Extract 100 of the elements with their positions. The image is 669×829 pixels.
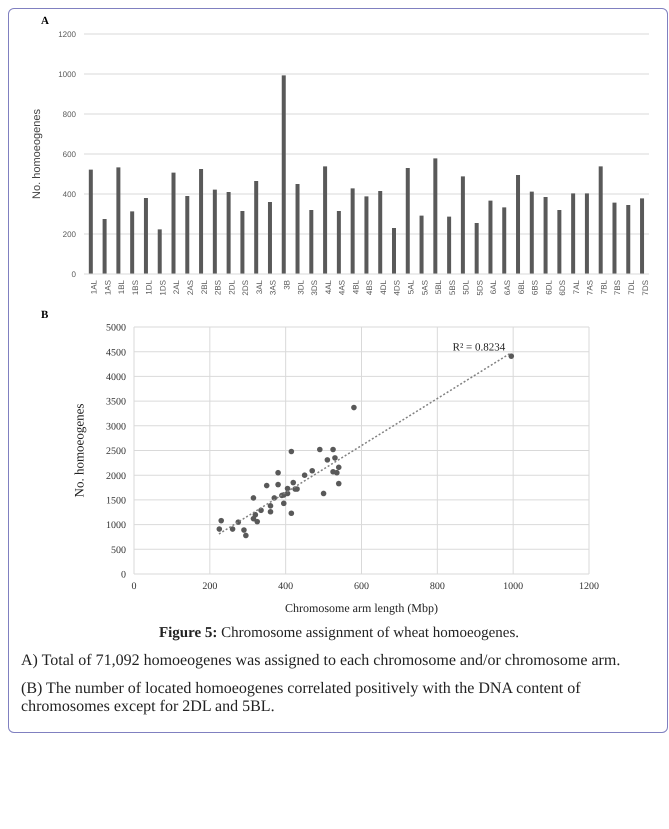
point xyxy=(290,480,296,486)
bar xyxy=(102,219,107,274)
text: B xyxy=(41,309,50,321)
bar xyxy=(447,216,452,274)
point xyxy=(320,490,326,496)
y-tick-label: 2500 xyxy=(106,446,126,458)
x-tick-label: 5DL xyxy=(462,279,471,295)
y-tick-label: 200 xyxy=(62,230,77,239)
bar xyxy=(474,223,479,274)
point xyxy=(241,527,247,533)
y-tick-label: 800 xyxy=(62,110,77,119)
x-tick-label: 6DS xyxy=(558,280,568,296)
bar xyxy=(130,211,134,274)
point xyxy=(288,448,294,454)
y-axis-title: No. homoeogenes xyxy=(72,404,87,498)
x-tick-label: 3DL xyxy=(296,279,306,295)
point xyxy=(218,518,224,524)
y-tick-label: 0 xyxy=(121,570,126,581)
x-tick-label: 400 xyxy=(278,581,294,592)
bar xyxy=(392,228,396,274)
x-tick-label: 600 xyxy=(354,581,369,592)
bar xyxy=(516,175,520,274)
x-tick-label: 1AL xyxy=(90,279,99,294)
x-tick-label: 5DS xyxy=(475,280,484,296)
x-tick-label: 7DL xyxy=(627,279,636,295)
x-tick-label: 1DS xyxy=(158,280,168,296)
x-tick-label: 1BS xyxy=(130,280,140,296)
bar xyxy=(502,207,506,274)
point xyxy=(275,470,281,476)
bar xyxy=(226,192,231,274)
bar xyxy=(584,193,589,274)
x-tick-label: 2BL xyxy=(200,279,209,294)
point xyxy=(336,464,342,470)
bar xyxy=(309,210,314,274)
bar xyxy=(612,202,616,274)
bar xyxy=(88,170,93,274)
bar xyxy=(598,166,603,274)
point xyxy=(264,482,270,488)
caption: Figure 5: Chromosome assignment of wheat homoeogenes. xyxy=(158,625,520,642)
x-tick-label: 4BS xyxy=(365,280,374,296)
y-tick-label: 4000 xyxy=(106,372,126,383)
x-tick-label: 4AL xyxy=(324,279,333,294)
bar xyxy=(116,167,120,274)
x-tick-label: 6AS xyxy=(502,280,512,296)
point xyxy=(334,470,340,476)
x-tick-label: 1AS xyxy=(103,280,112,296)
point xyxy=(336,480,342,486)
point xyxy=(250,495,256,501)
bar xyxy=(488,200,492,274)
y-tick-label: 3500 xyxy=(106,396,126,408)
x-tick-label: 4BL xyxy=(351,279,360,294)
bar xyxy=(212,190,217,274)
x-tick-label: 7DS xyxy=(640,280,650,296)
bar xyxy=(296,184,300,274)
bar xyxy=(282,75,286,274)
point xyxy=(288,510,294,516)
y-tick-label: 5000 xyxy=(106,322,126,334)
bar xyxy=(172,172,176,274)
bar xyxy=(571,193,576,274)
bar xyxy=(185,196,190,274)
x-tick-label: 3AL xyxy=(254,279,264,294)
point xyxy=(275,482,281,488)
bar xyxy=(460,176,465,274)
text: (B) The number of located homoeogenes correlated positively with the DNA content of chromosomes except for 2DL and 5BL. xyxy=(20,680,582,716)
x-tick-label: 2DL xyxy=(227,279,236,295)
point xyxy=(268,508,274,515)
x-tick-label: 1200 xyxy=(579,581,599,592)
x-tick-label: 6DL xyxy=(544,279,554,295)
x-tick-label: 1BL xyxy=(117,279,126,294)
x-tick-label: 7BL xyxy=(599,279,608,294)
x-tick-label: 2BS xyxy=(214,280,223,296)
x-tick-label: 2AL xyxy=(172,279,182,294)
x-tick-label: 2DS xyxy=(241,280,250,296)
x-tick-label: 1DL xyxy=(144,279,154,295)
bar xyxy=(364,196,368,274)
y-tick-label: 0 xyxy=(72,270,77,279)
x-tick-label: 6AL xyxy=(489,279,498,294)
x-tick-label: 3AS xyxy=(268,280,278,296)
bar xyxy=(158,229,162,274)
x-tick-label: 5AL xyxy=(406,279,416,294)
x-tick-label: 3B xyxy=(282,280,292,290)
point xyxy=(230,526,236,532)
text: A) Total of 71,092 homoeogenes was assigned to each chromosome and/or chromosome arm. xyxy=(20,652,622,670)
bar xyxy=(544,197,548,274)
point xyxy=(508,353,514,359)
x-tick-label: 6BL xyxy=(516,279,526,294)
x-tick-label: 5AS xyxy=(420,280,430,296)
bar xyxy=(626,205,630,274)
point xyxy=(351,404,357,410)
point xyxy=(330,446,336,452)
point xyxy=(324,457,330,463)
x-tick-label: 5BS xyxy=(448,280,457,296)
x-tick-label: 4AS xyxy=(338,280,347,296)
x-tick-label: 0 xyxy=(132,581,136,592)
bar xyxy=(240,211,244,274)
bar xyxy=(254,181,258,274)
point xyxy=(252,512,258,518)
bar xyxy=(640,198,644,274)
bar xyxy=(378,191,382,274)
chart-title: A xyxy=(41,15,50,29)
